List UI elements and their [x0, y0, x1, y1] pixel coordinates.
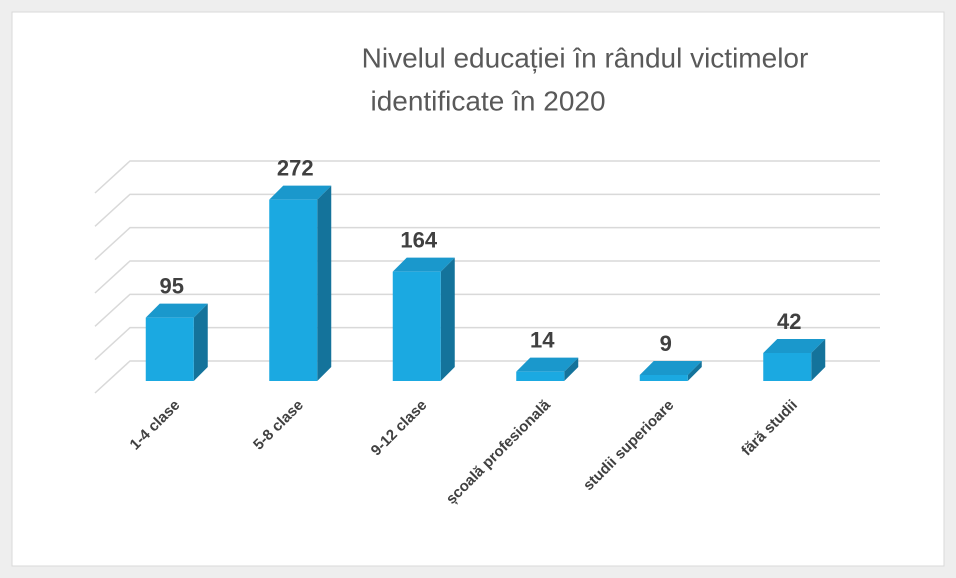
bar [145, 303, 208, 381]
bar-top [269, 185, 332, 200]
grid-line [94, 160, 880, 194]
bar-front [392, 271, 441, 381]
bar-front [269, 199, 318, 381]
bar [516, 357, 579, 381]
bar-side [193, 303, 208, 381]
grid-line [94, 326, 880, 361]
chart-title: Nivelul educației în rândul victimelor [362, 42, 809, 73]
chart-panel [11, 11, 945, 567]
data-label: 42 [777, 309, 801, 334]
bar [763, 339, 826, 381]
grid-line [94, 293, 880, 327]
data-label: 272 [277, 155, 314, 180]
grid-line [94, 226, 880, 261]
bar-top [516, 357, 579, 372]
bar-top [639, 361, 702, 375]
bar-side [317, 185, 332, 381]
data-label: 14 [530, 327, 555, 352]
bar [392, 257, 455, 381]
bar-top [392, 257, 455, 272]
bar-side [440, 257, 455, 381]
data-label: 95 [160, 273, 184, 298]
grid-line [94, 260, 880, 294]
grid-line [94, 193, 880, 227]
bar-top [763, 339, 826, 353]
bar-front [516, 371, 565, 381]
bar-side [564, 357, 579, 381]
bar-front [145, 317, 194, 381]
data-label: 164 [400, 227, 437, 252]
bar-top [145, 303, 208, 318]
bar [639, 361, 702, 381]
bar-side [687, 361, 702, 381]
bar-front [763, 353, 812, 381]
chart-subtitle: identificate în 2020 [370, 85, 605, 116]
bar [269, 185, 332, 381]
grid-line [94, 360, 880, 394]
bar-front [639, 375, 688, 381]
data-label: 9 [660, 331, 672, 356]
